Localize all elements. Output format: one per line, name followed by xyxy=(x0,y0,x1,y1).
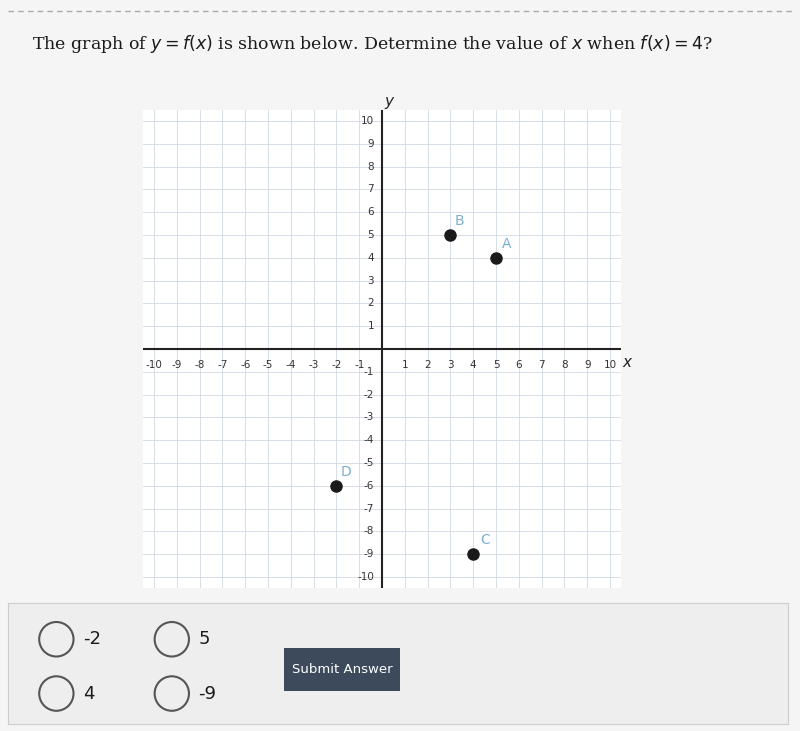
Text: 5: 5 xyxy=(493,360,499,371)
Text: -6: -6 xyxy=(364,481,374,491)
Text: -7: -7 xyxy=(218,360,227,371)
Text: 4: 4 xyxy=(367,253,374,263)
Text: -10: -10 xyxy=(146,360,162,371)
Text: $y$: $y$ xyxy=(384,95,396,111)
Text: -4: -4 xyxy=(364,435,374,445)
Text: D: D xyxy=(341,465,352,479)
Text: -8: -8 xyxy=(194,360,205,371)
Text: 8: 8 xyxy=(367,162,374,172)
Text: 6: 6 xyxy=(515,360,522,371)
Text: 7: 7 xyxy=(538,360,545,371)
Text: -8: -8 xyxy=(364,526,374,537)
Text: 2: 2 xyxy=(424,360,431,371)
Text: 5: 5 xyxy=(198,630,210,648)
Text: -4: -4 xyxy=(286,360,296,371)
Text: -2: -2 xyxy=(331,360,342,371)
Text: -3: -3 xyxy=(364,412,374,423)
Text: C: C xyxy=(480,534,490,548)
Text: 2: 2 xyxy=(367,298,374,308)
Text: $x$: $x$ xyxy=(622,355,634,370)
Text: Submit Answer: Submit Answer xyxy=(292,663,392,676)
Text: -2: -2 xyxy=(364,390,374,400)
Text: 3: 3 xyxy=(447,360,454,371)
Text: 4: 4 xyxy=(83,684,94,702)
Text: 9: 9 xyxy=(367,139,374,149)
Text: 6: 6 xyxy=(367,208,374,217)
Text: -1: -1 xyxy=(364,367,374,377)
Text: B: B xyxy=(455,214,465,228)
Text: 3: 3 xyxy=(367,276,374,286)
Text: -5: -5 xyxy=(263,360,273,371)
Text: A: A xyxy=(502,237,511,251)
Text: 8: 8 xyxy=(561,360,568,371)
Text: -3: -3 xyxy=(309,360,318,371)
Text: 10: 10 xyxy=(603,360,617,371)
Text: -9: -9 xyxy=(198,684,216,702)
Text: The graph of $y = f(x)$ is shown below. Determine the value of $x$ when $f(x) = : The graph of $y = f(x)$ is shown below. … xyxy=(32,33,713,55)
Text: 10: 10 xyxy=(361,116,374,126)
Text: -1: -1 xyxy=(354,360,364,371)
Text: -7: -7 xyxy=(364,504,374,514)
Text: -6: -6 xyxy=(240,360,250,371)
Text: 7: 7 xyxy=(367,184,374,194)
Text: -9: -9 xyxy=(364,549,374,559)
Text: -9: -9 xyxy=(172,360,182,371)
Text: 1: 1 xyxy=(402,360,408,371)
Text: 4: 4 xyxy=(470,360,477,371)
Text: -5: -5 xyxy=(364,458,374,468)
Text: 5: 5 xyxy=(367,230,374,240)
Text: -2: -2 xyxy=(83,630,101,648)
Text: -10: -10 xyxy=(357,572,374,582)
Text: 9: 9 xyxy=(584,360,590,371)
Text: 1: 1 xyxy=(367,321,374,331)
